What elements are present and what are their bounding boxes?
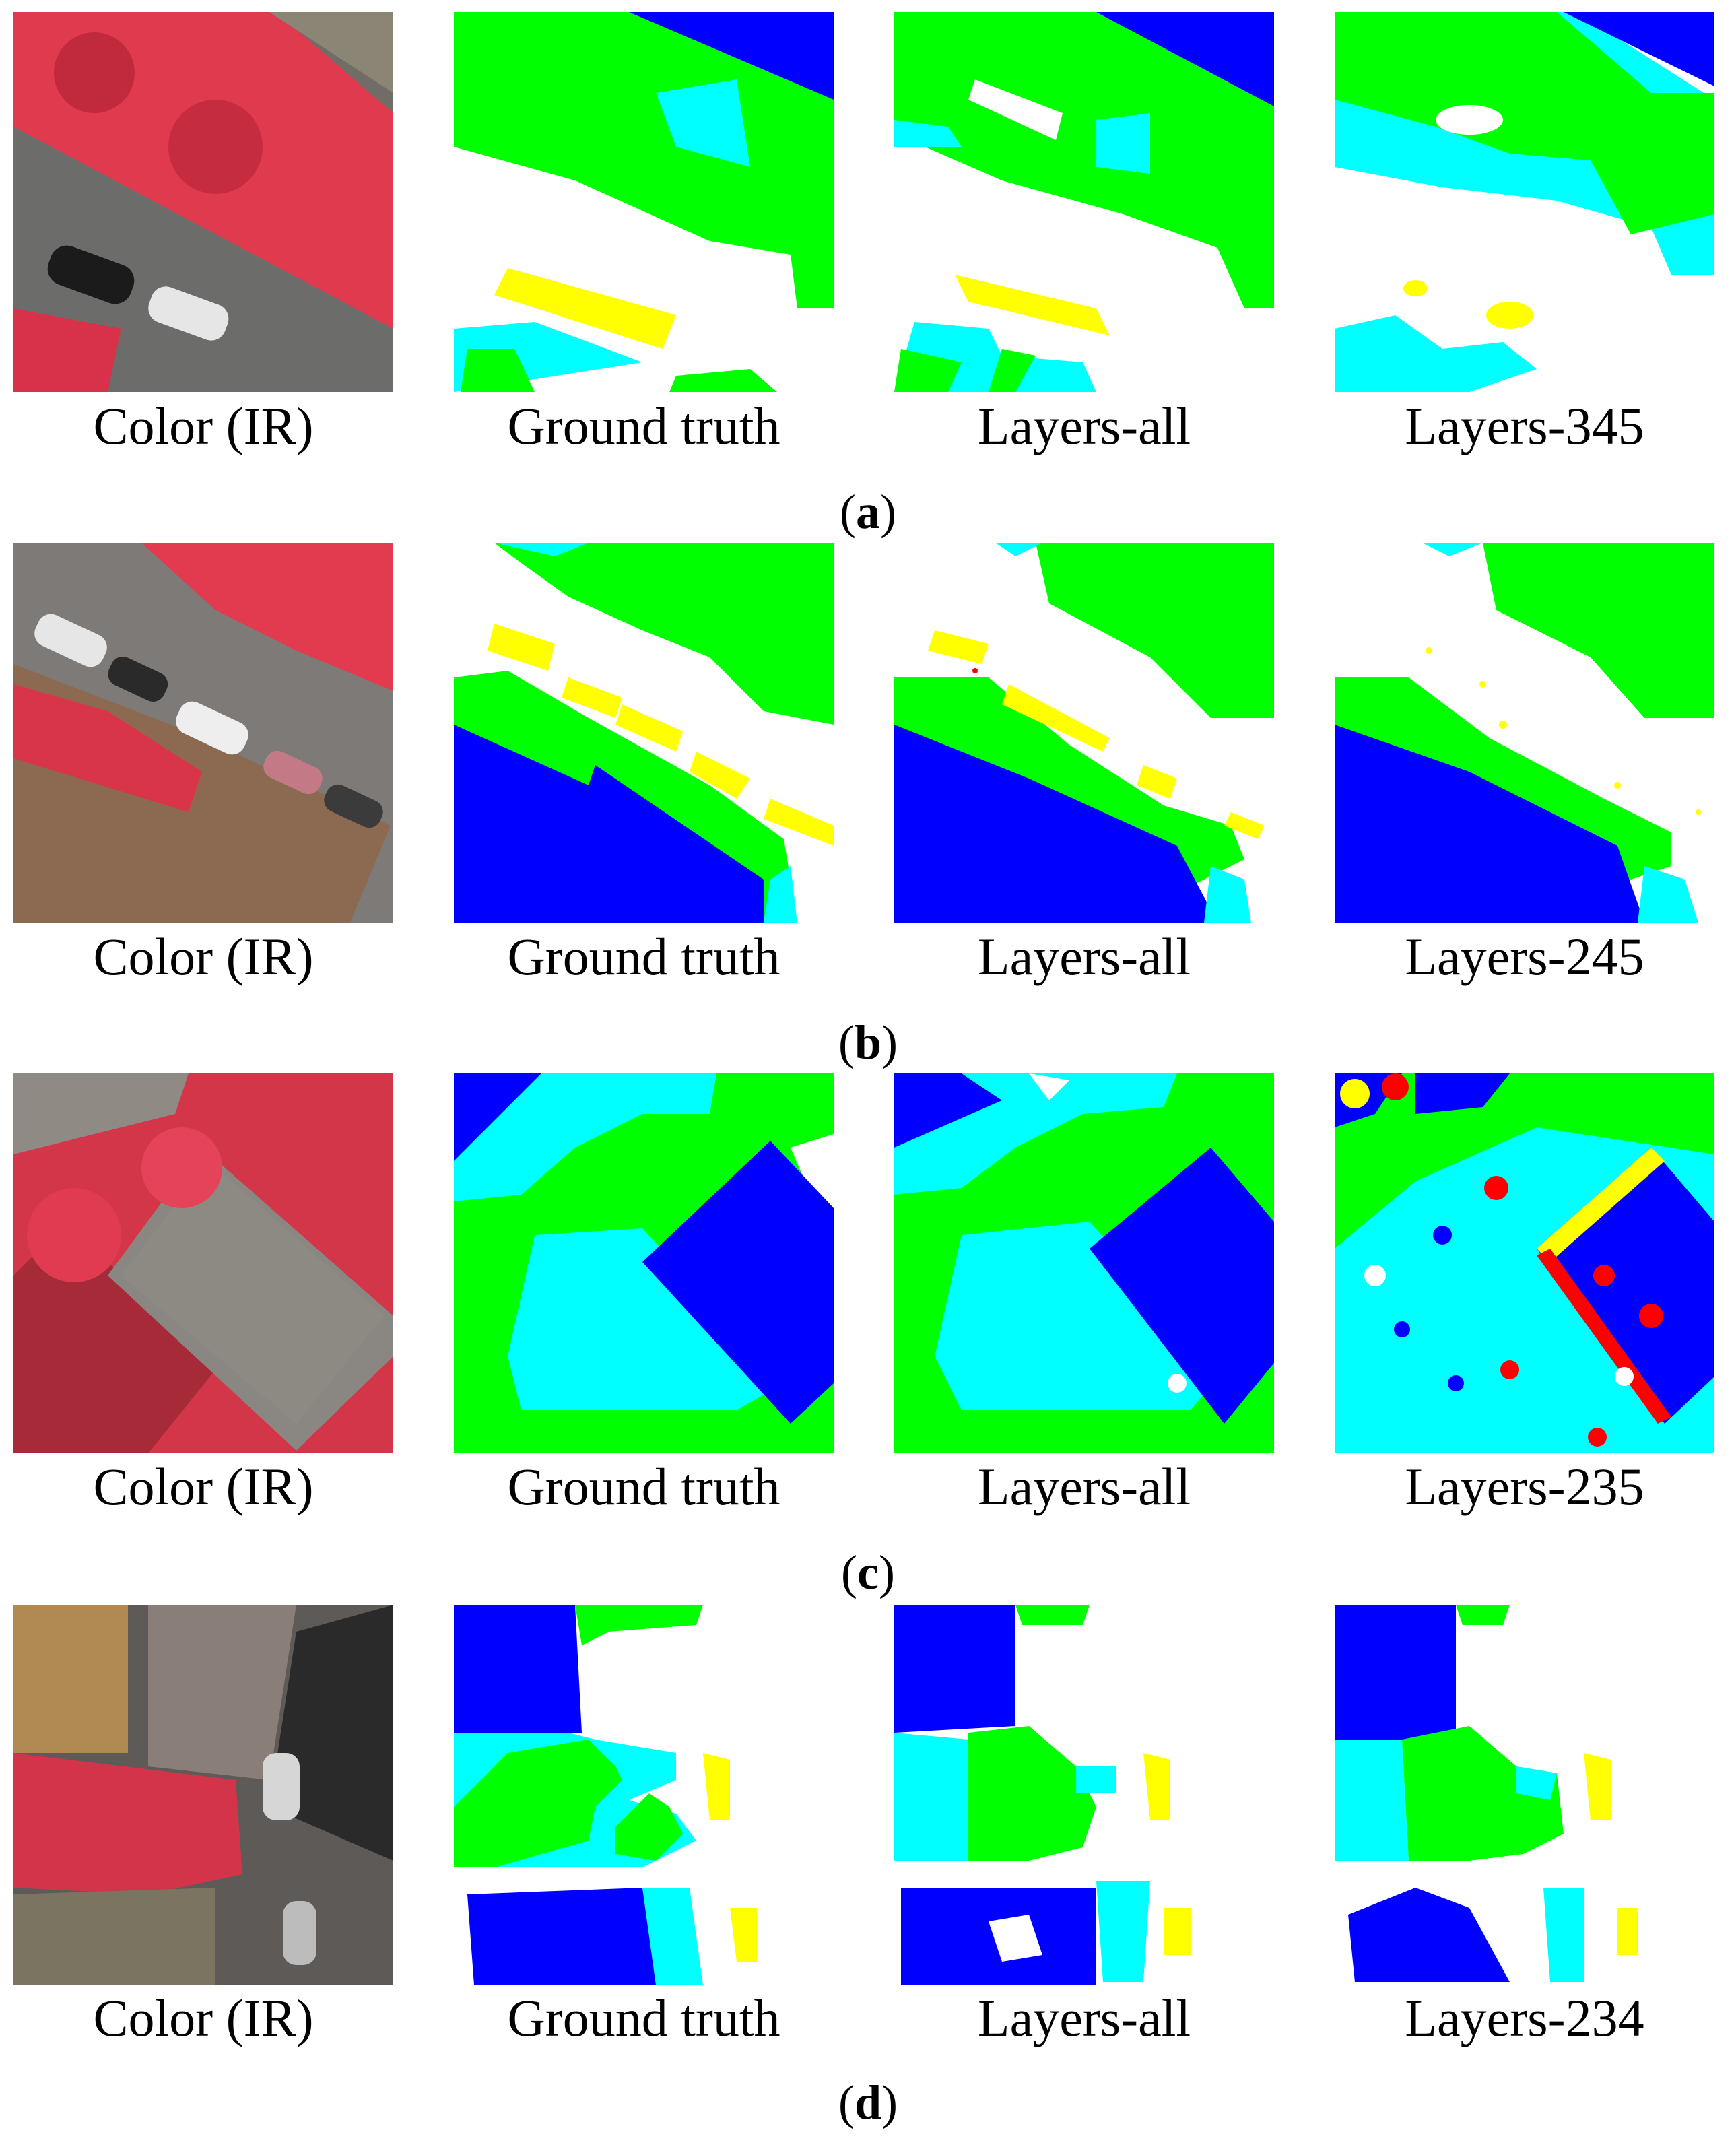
row-a-caption-ground-truth: Ground truth: [507, 397, 780, 455]
row-d-caption-color-ir: Color (IR): [93, 1989, 314, 2047]
row-d-color-ir-image: [13, 1605, 393, 1985]
row-a-layers-345-map: [1335, 12, 1714, 392]
row-c-layers-all-map: [894, 1073, 1274, 1453]
row-a-caption-color-ir: Color (IR): [93, 397, 314, 455]
row-c-layers-235-map: [1335, 1073, 1714, 1453]
row-d-panel-label: (d): [838, 2076, 898, 2129]
row-b-caption-layers-all: Layers-all: [977, 927, 1191, 986]
row-a-ground-truth-map: [454, 12, 834, 392]
row-a-panel-label: (a): [840, 485, 896, 539]
row-c-color-ir-image: [13, 1073, 393, 1453]
row-b-ground-truth-map: [454, 543, 834, 923]
row-b-layers-245-map: [1335, 543, 1714, 923]
row-d-ground-truth-map: [454, 1605, 834, 1985]
row-a-caption-layers-all: Layers-all: [977, 397, 1191, 455]
row-c-panel-label: (c): [841, 1546, 895, 1599]
row-b-caption-layers-245: Layers-245: [1405, 927, 1644, 986]
row-c-caption-layers-all: Layers-all: [977, 1457, 1191, 1516]
row-a-caption-layers-345: Layers-345: [1405, 397, 1644, 455]
row-b-layers-all-map: [894, 543, 1274, 923]
row-d-caption-layers-234: Layers-234: [1405, 1989, 1644, 2047]
row-d-layers-all-map: [894, 1605, 1274, 1985]
row-d-caption-layers-all: Layers-all: [977, 1989, 1191, 2047]
row-c-caption-ground-truth: Ground truth: [507, 1457, 780, 1516]
row-a-color-ir-image: [13, 12, 393, 392]
row-c-caption-color-ir: Color (IR): [93, 1457, 314, 1516]
row-b-caption-ground-truth: Ground truth: [507, 927, 780, 986]
row-b-caption-color-ir: Color (IR): [93, 927, 314, 986]
row-b-panel-label: (b): [838, 1016, 898, 1069]
row-a-layers-all-map: [894, 12, 1274, 392]
row-d-caption-ground-truth: Ground truth: [507, 1989, 780, 2047]
row-c-ground-truth-map: [454, 1073, 834, 1453]
row-b-color-ir-image: [13, 543, 393, 923]
row-d-layers-234-map: [1335, 1605, 1714, 1985]
row-c-caption-layers-235: Layers-235: [1405, 1457, 1644, 1516]
